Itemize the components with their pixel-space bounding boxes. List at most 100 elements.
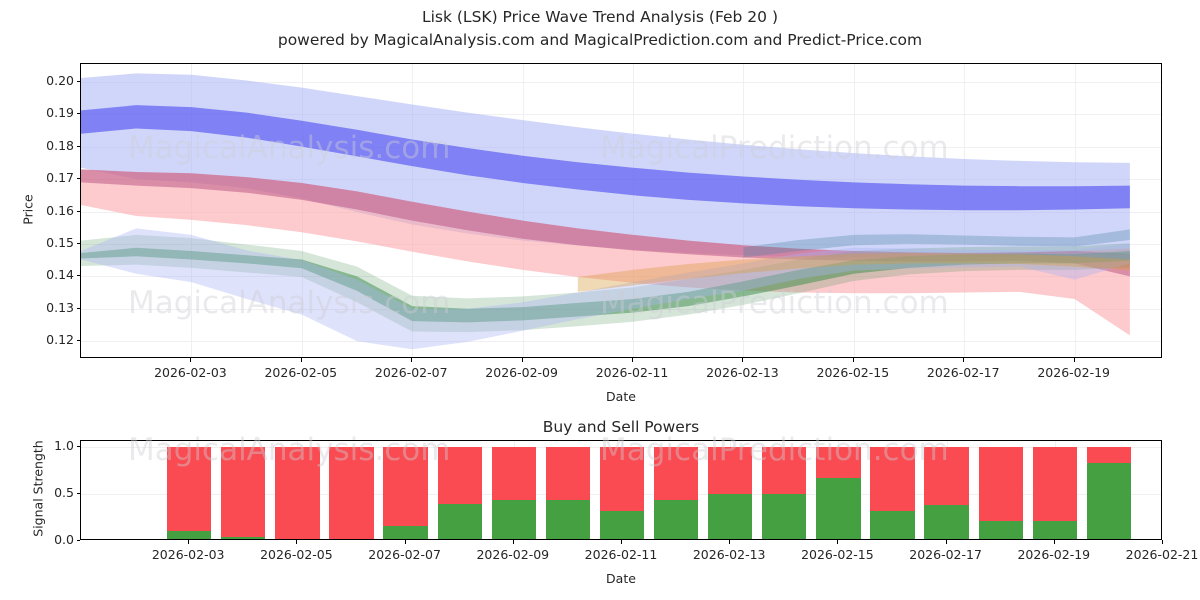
buysell-bar[interactable] — [437, 441, 482, 539]
buy-power-segment — [1086, 462, 1132, 539]
price-y-tick-label: 0.17 — [46, 170, 74, 186]
price-x-tick-label: 2026-02-03 — [154, 365, 227, 380]
buysell-chart-plot-area — [80, 440, 1162, 540]
signal-x-tick-label: 2026-02-07 — [368, 547, 441, 562]
buy-power-segment — [167, 530, 212, 539]
buy-power-segment — [491, 499, 536, 539]
page-subtitle: powered by MagicalAnalysis.com and Magic… — [277, 31, 923, 49]
price-y-tick-label: 0.20 — [46, 72, 74, 88]
buysell-bar[interactable] — [1086, 441, 1132, 539]
buysell-bar[interactable] — [978, 441, 1023, 539]
price-x-tick-label: 2026-02-09 — [485, 365, 558, 380]
sell-power-segment — [1032, 446, 1077, 522]
buy-power-segment — [653, 499, 699, 539]
sell-power-segment — [762, 446, 807, 494]
signal-y-tick-label: 1.0 — [54, 437, 74, 453]
page-title: Lisk (LSK) Price Wave Trend Analysis (Fe… — [421, 8, 779, 26]
price-band-teal-overlap-band — [743, 229, 1130, 258]
sell-power-segment — [1086, 446, 1132, 463]
price-chart-layers — [81, 64, 1161, 357]
price-band-magenta-mid-band — [81, 169, 1130, 277]
price-x-tick-label: 2026-02-19 — [1037, 365, 1110, 380]
signal-x-tick-label: 2026-02-21 — [1125, 547, 1199, 562]
buy-power-segment — [437, 504, 482, 539]
price-band-green-buy-envelope — [81, 247, 1130, 323]
sell-power-segment — [924, 446, 969, 506]
signal-x-tick-label: 2026-02-15 — [801, 547, 874, 562]
buysell-bar[interactable] — [653, 441, 699, 539]
buysell-bar[interactable] — [545, 441, 591, 539]
sell-power-segment — [383, 446, 428, 526]
price-band-inner-blue-core — [81, 105, 1130, 211]
sell-power-segment — [870, 446, 915, 511]
buy-power-segment — [221, 537, 266, 539]
sell-power-segment — [329, 446, 374, 539]
buysell-bar[interactable] — [1032, 441, 1077, 539]
signal-x-tick-label: 2026-02-17 — [909, 547, 982, 562]
signal-y-tick-label: 0.0 — [54, 532, 74, 547]
price-band-svg — [81, 73, 1130, 350]
sell-power-segment — [167, 446, 212, 531]
buysell-bar[interactable] — [383, 441, 428, 539]
sell-power-segment — [978, 446, 1023, 522]
buy-power-segment — [924, 505, 969, 539]
signal-x-tick-label: 2026-02-09 — [476, 547, 550, 562]
buysell-chart-title: Buy and Sell Powers — [542, 418, 700, 436]
price-band-pink-sell-envelope — [81, 169, 1130, 336]
price-x-tick-label: 2026-02-15 — [816, 365, 890, 380]
buy-power-segment — [383, 525, 428, 539]
buy-power-segment — [708, 493, 753, 539]
buysell-bar[interactable] — [870, 441, 915, 539]
sell-power-segment — [221, 446, 266, 538]
buy-power-segment — [762, 493, 807, 539]
price-date-axis-title: Date — [606, 389, 636, 404]
buy-power-segment — [870, 510, 915, 539]
sell-power-segment — [708, 446, 753, 494]
buy-power-segment — [599, 510, 645, 539]
buysell-bar[interactable] — [491, 441, 536, 539]
signal-x-tick-label: 2026-02-19 — [1017, 547, 1091, 562]
buysell-bar[interactable] — [329, 441, 374, 539]
buy-power-segment — [1032, 521, 1077, 539]
signal-x-tick-label: 2026-02-11 — [584, 547, 658, 562]
price-y-tick-label: 0.16 — [46, 202, 74, 218]
buysell-bar[interactable] — [762, 441, 807, 539]
price-chart-plot-area — [80, 63, 1162, 358]
sell-power-segment — [545, 446, 591, 500]
buy-power-segment — [545, 499, 591, 539]
price-band-pale-blue-lower-fan — [81, 228, 1130, 350]
price-x-tick-label: 2026-02-05 — [264, 365, 338, 380]
price-y-tick-label: 0.19 — [46, 105, 74, 121]
buy-power-segment — [816, 477, 861, 539]
signal-x-tick-label: 2026-02-05 — [260, 547, 333, 562]
buysell-bars-layer — [81, 441, 1161, 539]
sell-power-segment — [437, 446, 482, 505]
price-x-tick-label: 2026-02-13 — [706, 365, 779, 380]
buysell-bar[interactable] — [599, 441, 645, 539]
signal-x-tick-label: 2026-02-03 — [151, 547, 225, 562]
price-y-tick-label: 0.13 — [46, 299, 74, 315]
sell-power-segment — [816, 446, 861, 478]
price-band-orange-overlap-band — [577, 252, 1130, 292]
buy-power-segment — [978, 521, 1023, 539]
price-y-tick-label: 0.12 — [46, 332, 74, 348]
buysell-bar[interactable] — [924, 441, 969, 539]
price-y-tick-label: 0.15 — [46, 234, 74, 250]
buysell-bar[interactable] — [708, 441, 753, 539]
price-x-tick-label: 2026-02-07 — [374, 365, 448, 380]
price-y-tick-label: 0.18 — [46, 137, 74, 153]
price-x-tick-label: 2026-02-11 — [595, 365, 669, 380]
buysell-date-axis-title: Date — [606, 571, 636, 586]
buysell-bar[interactable] — [167, 441, 212, 539]
buysell-bar[interactable] — [816, 441, 861, 539]
sell-power-segment — [275, 446, 320, 539]
price-y-tick-label: 0.14 — [46, 267, 74, 283]
signal-y-tick-label: 0.5 — [54, 484, 74, 500]
buysell-bar[interactable] — [221, 441, 266, 539]
buysell-bar[interactable] — [275, 441, 320, 539]
price-x-tick-label: 2026-02-17 — [926, 365, 1000, 380]
sell-power-segment — [599, 446, 645, 511]
sell-power-segment — [491, 446, 536, 500]
sell-power-segment — [653, 446, 699, 500]
